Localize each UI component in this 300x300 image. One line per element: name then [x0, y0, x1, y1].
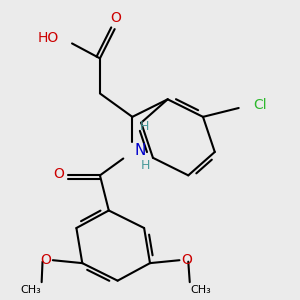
Text: Cl: Cl: [253, 98, 267, 112]
Text: O: O: [54, 167, 64, 181]
Text: HO: HO: [38, 31, 59, 45]
Text: H: H: [140, 120, 149, 133]
Text: CH₃: CH₃: [20, 285, 41, 295]
Text: O: O: [181, 253, 192, 267]
Text: O: O: [111, 11, 122, 25]
Text: CH₃: CH₃: [190, 285, 212, 295]
Text: O: O: [40, 253, 51, 267]
Text: N: N: [135, 143, 146, 158]
Text: H: H: [141, 159, 150, 172]
